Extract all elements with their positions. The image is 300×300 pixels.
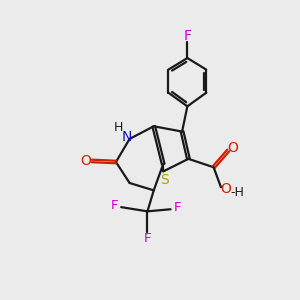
Text: N: N [122, 130, 132, 144]
Text: S: S [160, 173, 169, 187]
Text: F: F [111, 199, 118, 212]
Text: O: O [80, 154, 91, 168]
Text: -H: -H [230, 186, 244, 199]
Text: O: O [227, 141, 239, 155]
Text: F: F [144, 232, 151, 245]
Text: H: H [113, 122, 123, 134]
Text: F: F [183, 29, 191, 44]
Text: O: O [220, 182, 231, 196]
Text: F: F [173, 201, 181, 214]
